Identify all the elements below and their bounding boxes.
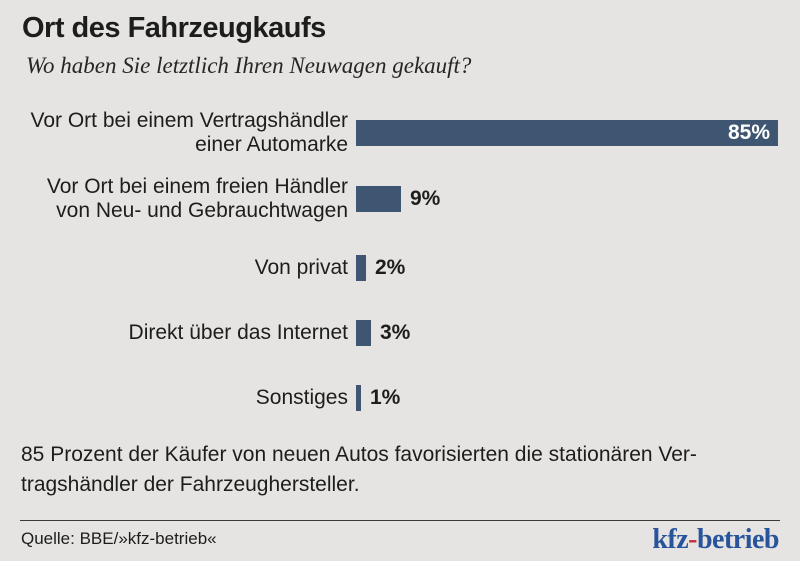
bar-value: 9%	[410, 187, 441, 210]
summary-text: 85 Prozent der Käufer von neuen Autos fa…	[21, 443, 697, 496]
logo-part1: kfz	[652, 524, 689, 555]
bar-label: Direkt über das Internet	[128, 321, 348, 344]
logo-hyphen: -	[688, 524, 697, 555]
kfz-betrieb-logo: kfz-betrieb	[652, 524, 779, 556]
bar	[356, 186, 401, 212]
page-title: Ort des Fahrzeugkaufs	[22, 12, 326, 44]
footer-divider	[20, 520, 780, 521]
bar-row: Von privat 2%	[20, 242, 790, 294]
bar	[356, 255, 366, 281]
bar-row: Vor Ort bei einem Vertragshändler einer …	[20, 102, 790, 164]
bar-row: Direkt über das Internet 3%	[20, 307, 790, 359]
bar-label: Sonstiges	[255, 386, 348, 409]
bar-value: 85%	[727, 121, 770, 144]
bar-value: 2%	[375, 256, 406, 279]
bar-value: 1%	[370, 386, 401, 409]
bar-row: Vor Ort bei einem freien Händler von Neu…	[20, 168, 790, 230]
logo-part2: betrieb	[696, 524, 780, 555]
bar-value: 3%	[380, 321, 411, 344]
bar-label: Vor Ort bei einem freien Händler von Neu…	[46, 175, 348, 222]
chart-subtitle: Wo haben Sie letztlich Ihren Neuwagen ge…	[26, 53, 472, 78]
bar-label: Von privat	[254, 256, 348, 279]
bar: 85%	[356, 120, 778, 146]
source-credit: Quelle: BBE/»kfz-betrieb«	[21, 529, 217, 548]
bar	[356, 320, 371, 346]
bar-row: Sonstiges 1%	[20, 372, 790, 424]
bar	[356, 385, 361, 411]
bar-label: Vor Ort bei einem Vertragshändler einer …	[30, 109, 348, 156]
